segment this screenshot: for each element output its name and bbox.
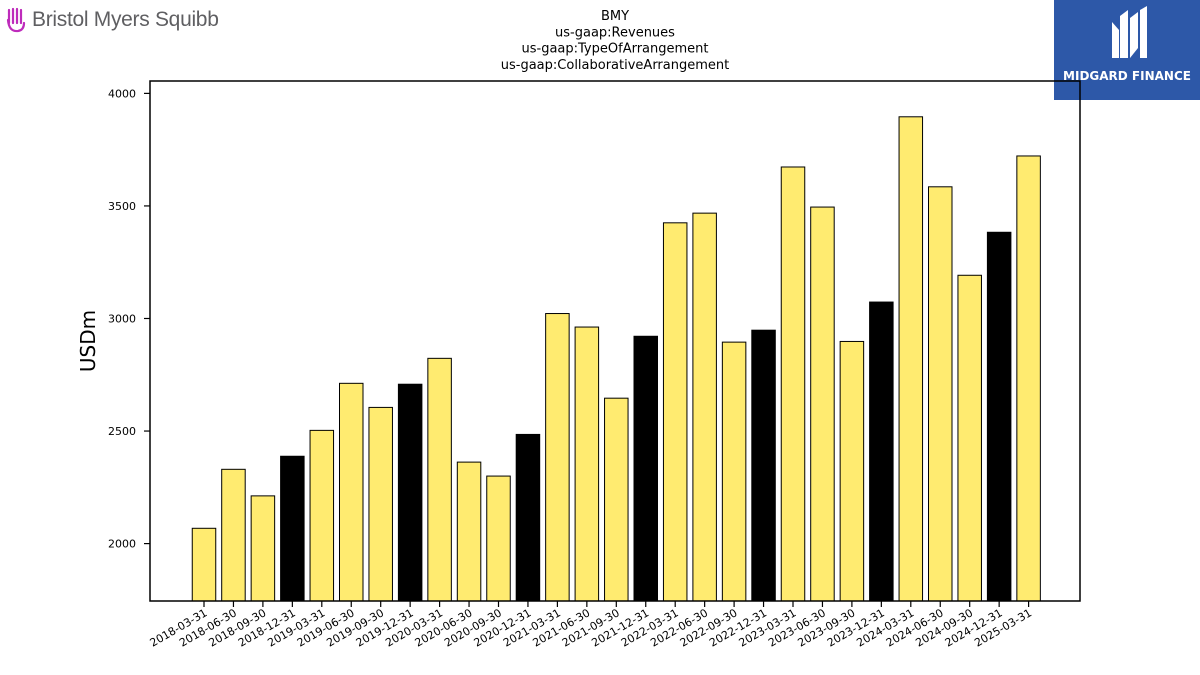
bar (515, 433, 541, 602)
publisher-logo: MIDGARD FINANCE (1054, 0, 1200, 100)
bar (604, 397, 629, 602)
bar (780, 166, 806, 602)
y-tick-label: 4000 (108, 87, 136, 100)
company-logo-icon (6, 7, 26, 33)
y-axis: 2000 2500 3000 3500 4000 (108, 87, 150, 551)
bar (545, 313, 570, 602)
bar (957, 274, 982, 602)
bar (928, 186, 953, 602)
bar (250, 495, 276, 602)
bar (309, 429, 335, 602)
bar (280, 455, 305, 602)
bar (1016, 155, 1041, 602)
bar (486, 475, 511, 602)
bar (986, 231, 1012, 602)
bar (397, 383, 423, 602)
bar (368, 406, 393, 602)
y-tick-label: 3500 (108, 200, 136, 213)
bar (662, 222, 688, 602)
bar (839, 340, 865, 602)
plot-frame (149, 80, 1081, 602)
chart-title-line: us-gaap:TypeOfArrangement (522, 42, 709, 57)
y-tick-label: 2000 (108, 538, 136, 551)
bar (810, 206, 835, 602)
publisher-logo-text: MIDGARD FINANCE (1063, 69, 1191, 83)
bar (898, 116, 924, 602)
publisher-logo-icon (1112, 6, 1147, 58)
bar (692, 212, 717, 602)
bar (751, 329, 776, 602)
y-tick-label: 2500 (108, 425, 136, 438)
bar (339, 382, 364, 602)
chart-title-line: us-gaap:Revenues (555, 25, 675, 40)
bar (191, 527, 217, 602)
bar (427, 357, 452, 602)
bar (721, 341, 747, 602)
bars-group (191, 116, 1041, 602)
chart-title-line: us-gaap:CollaborativeArrangement (501, 58, 729, 73)
y-tick-label: 3000 (108, 312, 136, 325)
bar (633, 335, 658, 602)
bar (456, 461, 482, 602)
bar (574, 326, 600, 602)
chart-title-line: BMY (601, 9, 629, 24)
y-axis-label: USDm (76, 310, 100, 372)
company-logo: Bristol Myers Squibb (6, 6, 219, 34)
bar (869, 301, 894, 602)
bar (221, 468, 246, 602)
company-logo-text: Bristol Myers Squibb (32, 8, 219, 31)
x-axis: 2018-03-312018-06-302018-09-302018-12-31… (148, 601, 1034, 650)
